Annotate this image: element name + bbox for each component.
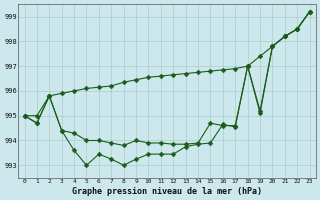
X-axis label: Graphe pression niveau de la mer (hPa): Graphe pression niveau de la mer (hPa) <box>72 187 262 196</box>
